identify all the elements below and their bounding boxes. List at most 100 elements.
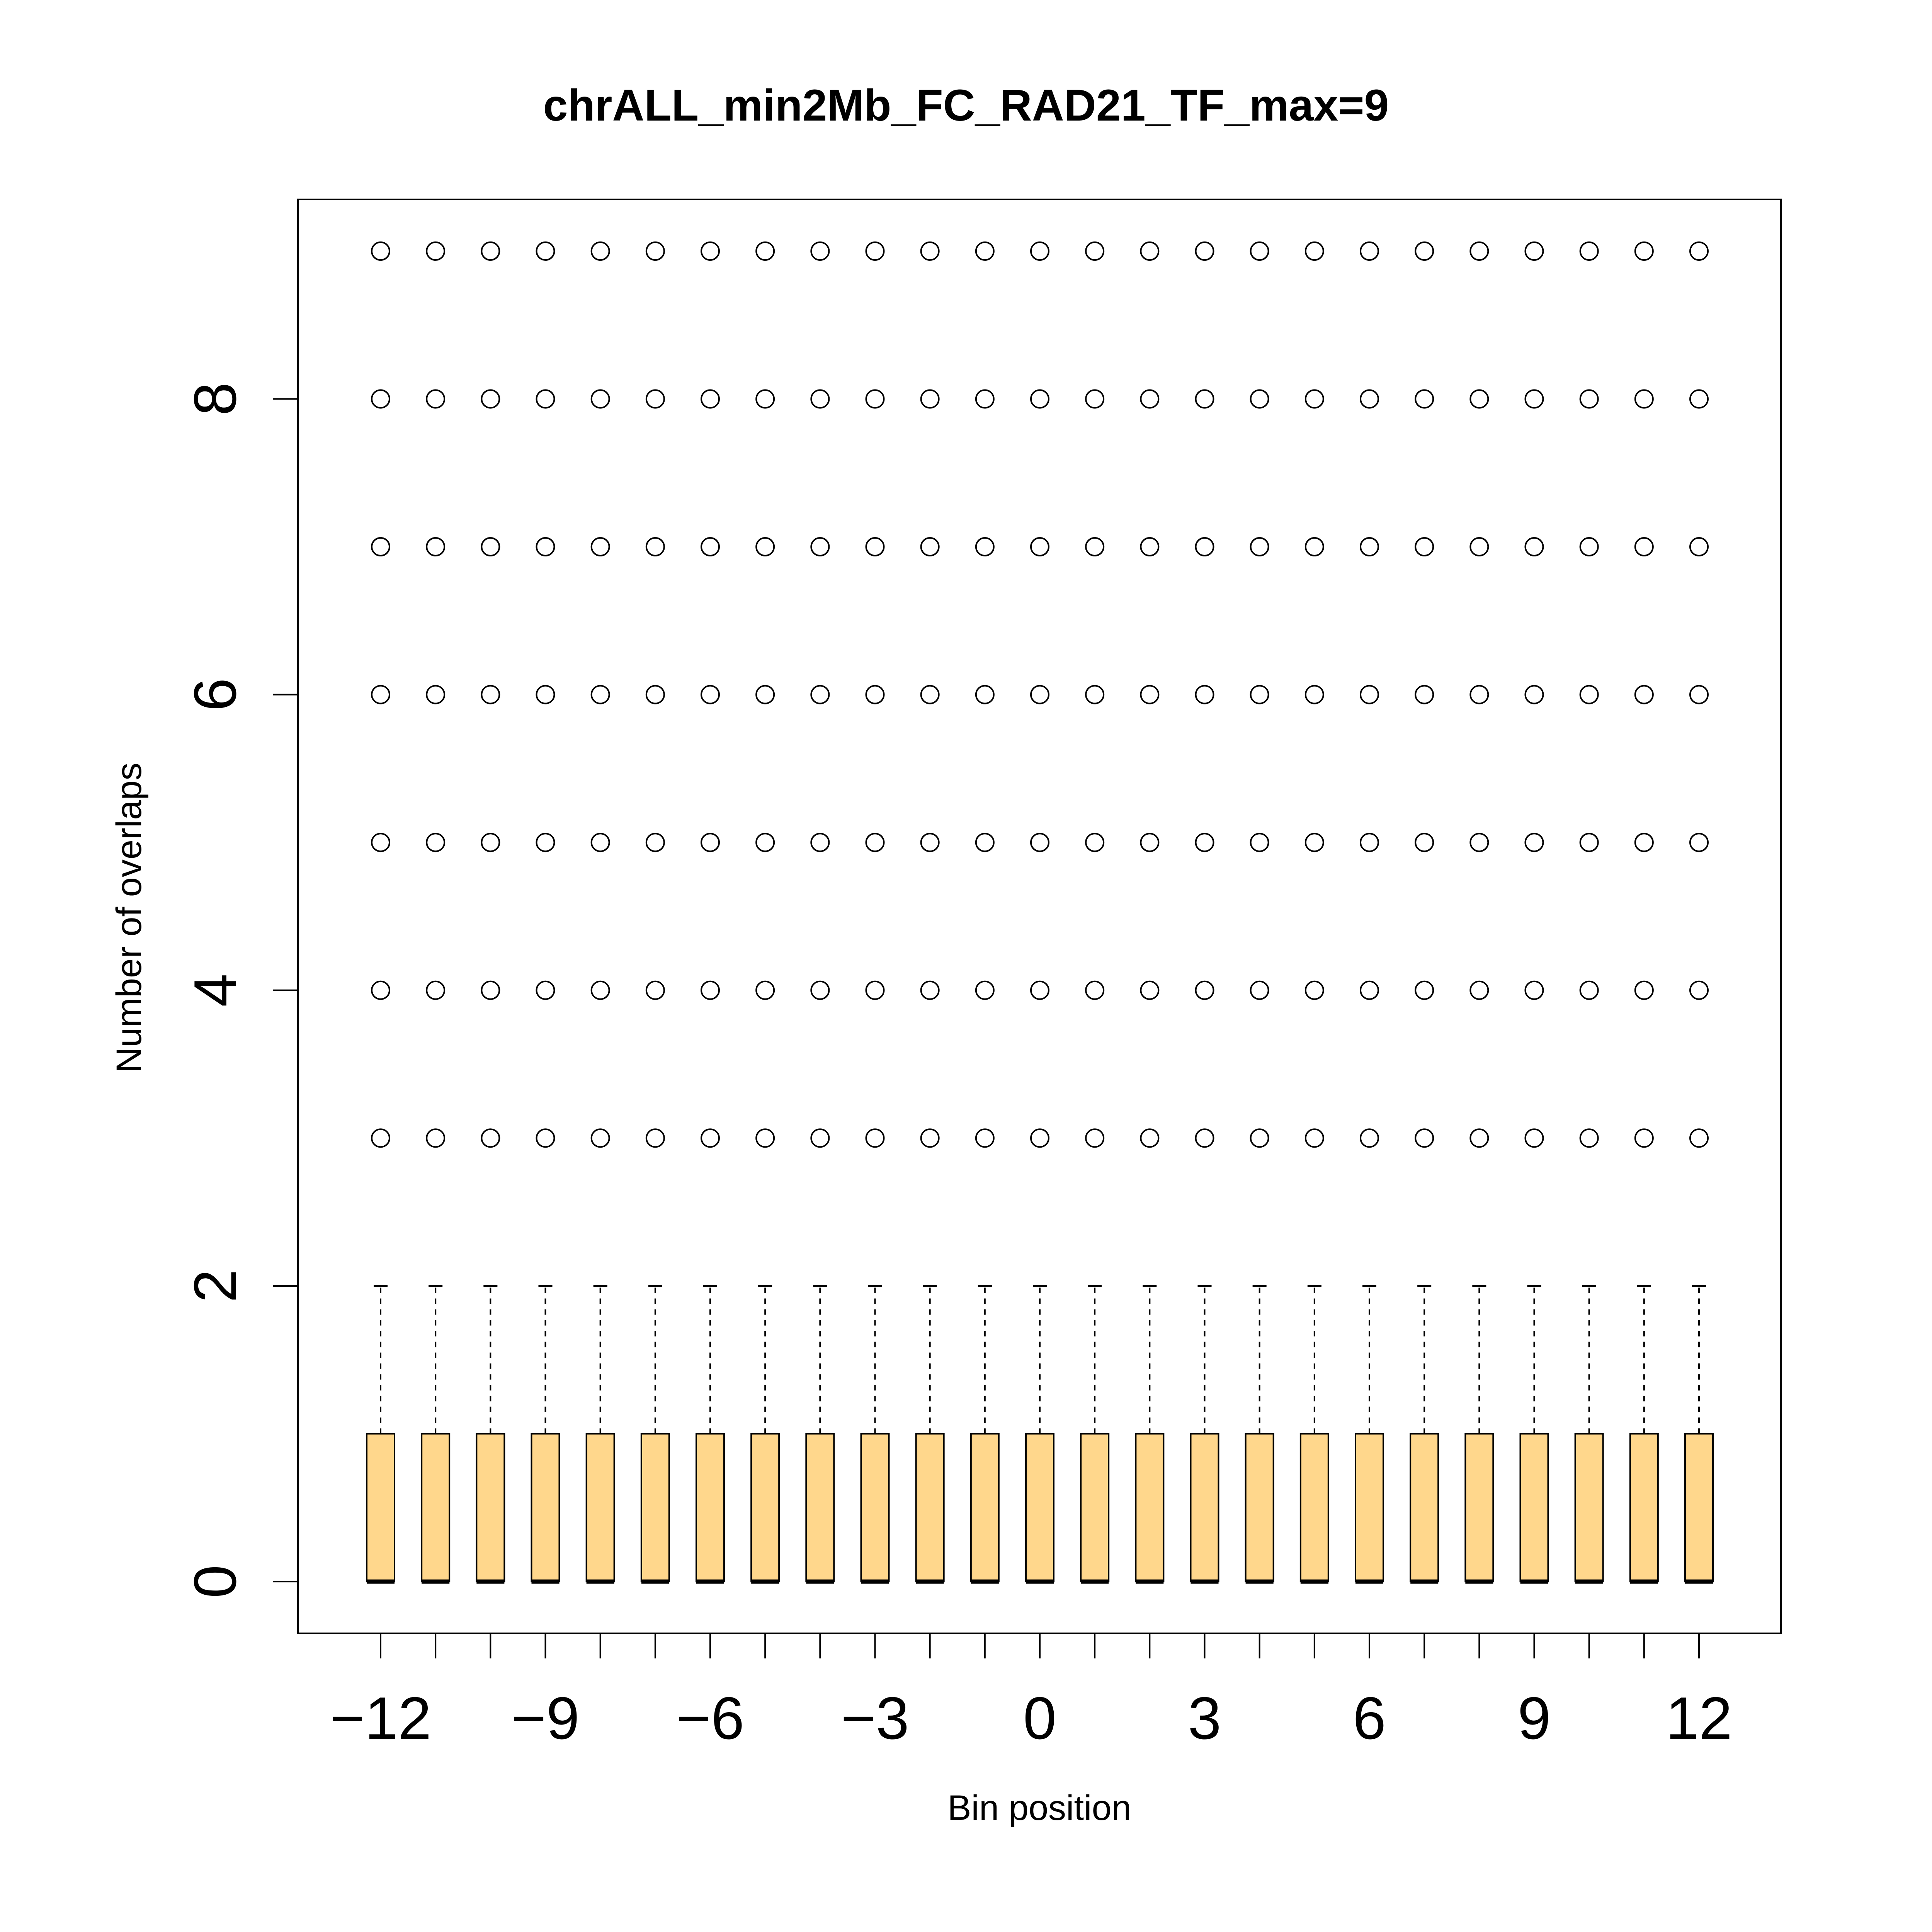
box-group [970, 241, 1000, 1584]
outlier-point [1360, 1128, 1379, 1148]
outlier-point [975, 241, 995, 261]
box-group [915, 241, 945, 1584]
outlier-point [1469, 1128, 1489, 1148]
outlier-point [755, 537, 775, 557]
outlier-point [590, 389, 610, 409]
outlier-point [536, 537, 555, 557]
outlier-point [1689, 980, 1709, 1000]
outlier-point [371, 537, 390, 557]
outlier-point [536, 241, 555, 261]
outlier-point [701, 537, 720, 557]
box-body [805, 1433, 835, 1583]
outlier-point [701, 389, 720, 409]
box-group [1299, 241, 1329, 1584]
box-body [366, 1433, 395, 1583]
box-group [366, 241, 395, 1584]
box-body [1299, 1433, 1329, 1583]
x-tick-label: 6 [1353, 1685, 1386, 1752]
outlier-point [1360, 389, 1379, 409]
x-axis-title: Bin position [947, 1788, 1131, 1828]
x-tick-label: 3 [1188, 1685, 1221, 1752]
outlier-point [920, 1128, 940, 1148]
outlier-point [701, 241, 720, 261]
outlier-point [1304, 833, 1324, 852]
box-body [1464, 1433, 1494, 1583]
outlier-point [590, 980, 610, 1000]
box-body [1629, 1433, 1659, 1583]
outlier-point [1140, 685, 1160, 704]
outlier-point [371, 685, 390, 704]
outlier-point [1304, 537, 1324, 557]
outlier-point [1634, 1128, 1654, 1148]
outlier-point [481, 389, 500, 409]
box-body [476, 1433, 505, 1583]
outlier-point [1085, 389, 1105, 409]
outlier-point [371, 980, 390, 1000]
outlier-point [1140, 980, 1160, 1000]
outlier-point [1140, 241, 1160, 261]
outlier-point [1634, 685, 1654, 704]
box-body [1245, 1433, 1274, 1583]
box-group [1519, 241, 1549, 1584]
outlier-point [1524, 833, 1544, 852]
outlier-point [590, 537, 610, 557]
outlier-point [1634, 241, 1654, 261]
outlier-point [481, 980, 500, 1000]
x-tick-label: −6 [676, 1685, 745, 1752]
outlier-point [1579, 685, 1599, 704]
outlier-point [590, 833, 610, 852]
outlier-point [1195, 833, 1214, 852]
outlier-point [1140, 537, 1160, 557]
outlier-point [1689, 685, 1709, 704]
box-body [1684, 1433, 1714, 1583]
box-group [585, 241, 615, 1584]
box-group [805, 241, 835, 1584]
outlier-point [1140, 833, 1160, 852]
outlier-point [1195, 389, 1214, 409]
outlier-point [1360, 241, 1379, 261]
outlier-point [810, 537, 830, 557]
outlier-point [1085, 833, 1105, 852]
outlier-point [865, 980, 885, 1000]
outlier-point [1085, 537, 1105, 557]
outlier-point [1030, 389, 1049, 409]
outlier-point [701, 685, 720, 704]
outlier-point [1415, 389, 1434, 409]
x-tick-label: −12 [330, 1685, 432, 1752]
outlier-point [1304, 389, 1324, 409]
outlier-point [1195, 685, 1214, 704]
outlier-point [1415, 685, 1434, 704]
outlier-point [426, 833, 446, 852]
outlier-point [701, 980, 720, 1000]
x-tick-label: 0 [1023, 1685, 1056, 1752]
outlier-point [645, 241, 665, 261]
outlier-point [645, 537, 665, 557]
outlier-point [536, 833, 555, 852]
box-body [970, 1433, 1000, 1583]
outlier-point [1030, 241, 1049, 261]
box-body [1025, 1433, 1054, 1583]
outlier-point [1579, 389, 1599, 409]
y-axis-title: Number of overlaps [109, 763, 149, 1073]
outlier-point [1250, 833, 1269, 852]
outlier-point [755, 1128, 775, 1148]
box-group [860, 241, 890, 1584]
outlier-point [920, 685, 940, 704]
box-group [1684, 241, 1714, 1584]
outlier-point [1140, 1128, 1160, 1148]
box-body [1355, 1433, 1384, 1583]
outlier-point [1195, 537, 1214, 557]
x-tick-label: 9 [1517, 1685, 1551, 1752]
outlier-point [1360, 537, 1379, 557]
outlier-point [1415, 833, 1434, 852]
outlier-point [645, 980, 665, 1000]
outlier-point [810, 241, 830, 261]
box-body [640, 1433, 670, 1583]
box-group [1355, 241, 1384, 1584]
box-group [476, 241, 505, 1584]
outlier-point [371, 241, 390, 261]
outlier-point [1250, 980, 1269, 1000]
outlier-point [701, 833, 720, 852]
outlier-point [1360, 980, 1379, 1000]
box-body [585, 1433, 615, 1583]
